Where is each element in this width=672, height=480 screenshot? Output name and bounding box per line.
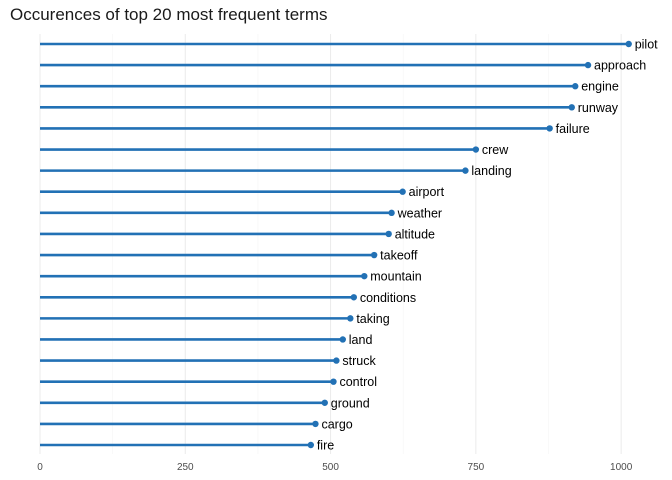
point-crew <box>472 146 480 153</box>
term-label-takeoff: takeoff <box>380 249 418 263</box>
point-mountain <box>361 272 368 280</box>
x-tick-label: 0 <box>37 462 43 473</box>
x-tick-label: 500 <box>322 462 339 473</box>
term-label-runway: runway <box>578 101 619 115</box>
point-taking <box>347 315 354 322</box>
chart-title: Occurences of top 20 most frequent terms <box>10 5 328 24</box>
term-label-engine: engine <box>581 80 619 94</box>
x-axis-ticks: 0 250 500 750 1000 <box>37 462 632 473</box>
term-label-mountain: mountain <box>370 270 421 284</box>
point-weather <box>388 209 395 217</box>
term-label-pilot: pilot <box>635 38 658 52</box>
term-label-fire: fire <box>317 439 334 453</box>
point-approach <box>584 61 592 69</box>
point-control <box>330 378 337 385</box>
point-struck <box>333 357 340 364</box>
term-label-approach: approach <box>594 59 646 73</box>
label-layer: pilot approach engine runway failure crew land… <box>317 38 658 453</box>
term-label-weather: weather <box>397 206 442 220</box>
term-label-altitude: altitude <box>395 227 435 241</box>
point-engine <box>572 83 579 90</box>
term-label-crew: crew <box>482 143 509 157</box>
point-takeoff <box>370 251 378 259</box>
term-label-cargo: cargo <box>321 417 352 431</box>
point-airport <box>399 188 406 195</box>
term-label-landing: landing <box>471 164 511 178</box>
term-label-failure: failure <box>556 122 590 136</box>
term-label-ground: ground <box>331 396 370 410</box>
point-altitude <box>385 230 392 238</box>
point-conditions <box>350 294 358 301</box>
grid-layer <box>39 34 622 454</box>
point-cargo <box>312 420 319 428</box>
point-land <box>339 336 346 343</box>
point-runway <box>568 104 575 111</box>
x-tick-label: 750 <box>468 462 485 473</box>
term-label-struck: struck <box>342 354 376 368</box>
point-fire <box>307 441 315 449</box>
point-landing <box>462 167 469 174</box>
term-label-airport: airport <box>409 185 445 199</box>
stem-layer <box>40 42 629 447</box>
term-label-control: control <box>339 375 377 389</box>
point-failure <box>546 125 553 132</box>
x-tick-label: 1000 <box>610 462 633 473</box>
term-label-taking: taking <box>356 312 389 326</box>
point-ground <box>321 399 328 406</box>
term-label-conditions: conditions <box>360 291 416 305</box>
term-label-land: land <box>349 333 373 347</box>
point-layer <box>307 40 632 449</box>
point-pilot <box>625 40 632 48</box>
x-tick-label: 250 <box>177 462 194 473</box>
